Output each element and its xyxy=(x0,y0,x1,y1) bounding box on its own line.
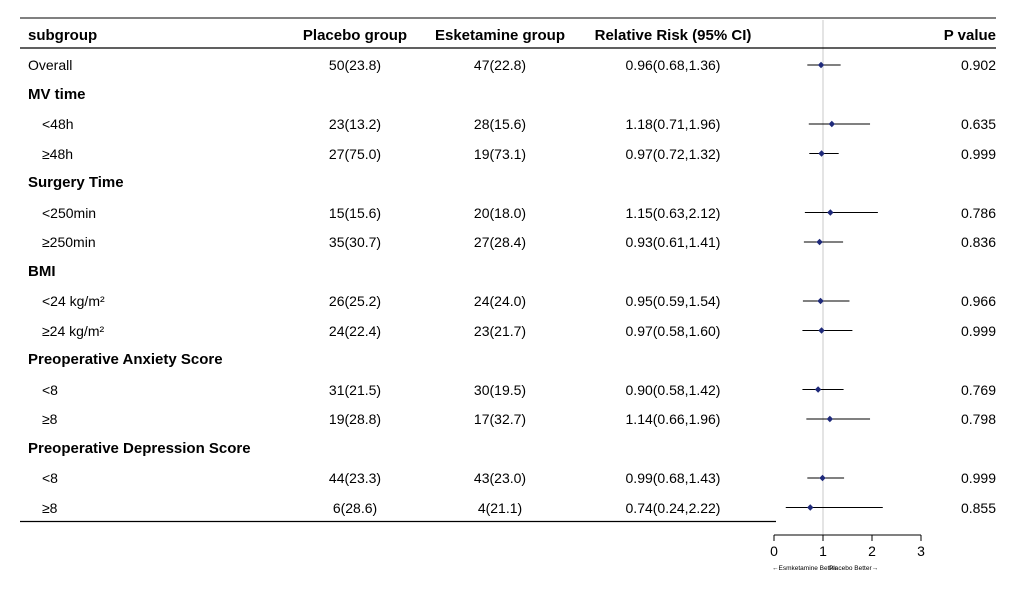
subgroup-label: ≥48h xyxy=(42,145,74,162)
subgroup-label: ≥24 kg/m² xyxy=(42,322,105,339)
placebo-value: 44(23.3) xyxy=(328,470,382,486)
group-heading: MV time xyxy=(28,85,86,103)
esketamine-value: 20(18.0) xyxy=(473,204,527,221)
group-heading: Preoperative Depression Score xyxy=(28,439,251,457)
x-tick-label: 0 xyxy=(770,543,778,559)
placebo-value: 35(30.7) xyxy=(328,234,382,250)
p-value: 0.999 xyxy=(960,145,996,162)
relative-risk-value: 1.15(0.63,2.12) xyxy=(625,204,721,221)
point-estimate xyxy=(818,327,825,334)
x-tick-label: 3 xyxy=(917,543,925,559)
esketamine-value: 23(21.7) xyxy=(473,322,527,339)
esketamine-value: 47(22.8) xyxy=(473,57,527,73)
point-estimate xyxy=(817,61,825,69)
header-placebo: Placebo group xyxy=(302,27,408,44)
esketamine-value: 24(24.0) xyxy=(473,293,527,309)
esketamine-value: 17(32.7) xyxy=(473,411,527,427)
relative-risk-value: 0.95(0.59,1.54) xyxy=(625,293,721,309)
relative-risk-value: 0.97(0.58,1.60) xyxy=(625,322,721,339)
p-value: 0.798 xyxy=(960,411,996,427)
point-estimate xyxy=(819,474,826,482)
relative-risk-value: 1.14(0.66,1.96) xyxy=(625,411,721,427)
p-value: 0.786 xyxy=(960,204,996,221)
esketamine-value: 43(23.0) xyxy=(473,470,527,486)
relative-risk-value: 1.18(0.71,1.96) xyxy=(625,116,721,132)
placebo-value: 50(23.8) xyxy=(328,57,382,73)
p-value: 0.855 xyxy=(960,499,996,516)
point-estimate xyxy=(818,150,825,157)
point-estimate xyxy=(826,415,834,423)
p-value: 0.966 xyxy=(960,293,996,309)
point-estimate xyxy=(828,120,836,128)
placebo-value: 23(13.2) xyxy=(328,116,382,132)
esketamine-value: 19(73.1) xyxy=(473,145,527,162)
placebo-value: 24(22.4) xyxy=(328,322,382,339)
subgroup-label: ≥8 xyxy=(42,411,58,427)
p-value: 0.836 xyxy=(960,234,996,250)
p-value: 0.635 xyxy=(960,116,996,132)
p-value: 0.769 xyxy=(960,381,996,398)
esketamine-value: 30(19.5) xyxy=(473,381,527,398)
x-tick-label: 1 xyxy=(819,543,827,559)
group-heading: BMI xyxy=(28,262,56,280)
esketamine-value: 4(21.1) xyxy=(477,499,523,516)
relative-risk-value: 0.99(0.68,1.43) xyxy=(625,470,721,486)
subgroup-label: ≥250min xyxy=(42,234,96,250)
relative-risk-value: 0.97(0.72,1.32) xyxy=(625,145,721,162)
relative-risk-value: 0.93(0.61,1.41) xyxy=(625,234,721,250)
subgroup-label: <48h xyxy=(42,116,74,132)
placebo-value: 27(75.0) xyxy=(328,145,382,162)
subgroup-label: <250min xyxy=(42,204,97,221)
header-p-value: P value xyxy=(943,27,996,44)
relative-risk-value: 0.74(0.24,2.22) xyxy=(625,499,721,516)
placebo-value: 31(21.5) xyxy=(328,381,382,398)
placebo-value: 19(28.8) xyxy=(328,411,382,427)
esketamine-value: 27(28.4) xyxy=(473,234,527,250)
subgroup-label: <8 xyxy=(42,381,58,398)
esketamine-value: 28(15.6) xyxy=(473,116,527,132)
point-estimate xyxy=(827,209,834,216)
p-value: 0.999 xyxy=(960,470,996,486)
placebo-value: 26(25.2) xyxy=(328,293,382,309)
group-heading: Preoperative Anxiety Score xyxy=(28,351,223,368)
x-tick-label: 2 xyxy=(868,543,876,559)
p-value: 0.999 xyxy=(960,322,996,339)
subgroup-label: <24 kg/m² xyxy=(42,293,105,309)
point-estimate xyxy=(816,238,823,246)
subgroup-label: ≥8 xyxy=(42,499,58,516)
group-heading: Surgery Time xyxy=(28,174,124,191)
header-esketamine: Esketamine group xyxy=(434,27,566,44)
placebo-value: 6(28.6) xyxy=(332,499,378,516)
point-estimate xyxy=(814,386,822,393)
subgroup-label: Overall xyxy=(28,57,73,73)
direction-left-label: ←Esmketamine Better xyxy=(772,565,838,572)
p-value: 0.902 xyxy=(960,57,996,73)
point-estimate xyxy=(817,297,824,305)
point-estimate xyxy=(807,504,814,511)
subgroup-label: <8 xyxy=(42,470,58,486)
relative-risk-value: 0.90(0.58,1.42) xyxy=(625,381,721,398)
header-relative-risk: Relative Risk (95% CI) xyxy=(594,27,752,44)
direction-right-label: Placebo Better→ xyxy=(829,565,879,572)
placebo-value: 15(15.6) xyxy=(328,204,382,221)
relative-risk-value: 0.96(0.68,1.36) xyxy=(625,57,721,73)
header-subgroup: subgroup xyxy=(28,27,98,44)
